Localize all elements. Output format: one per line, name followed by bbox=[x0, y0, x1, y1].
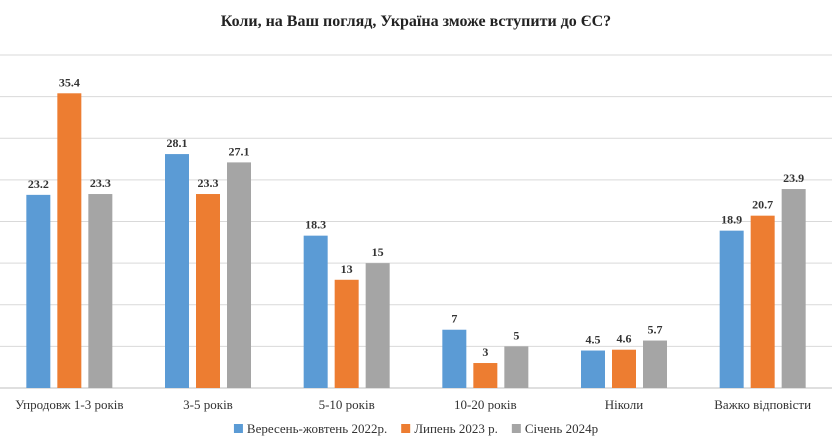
legend-item: Січень 2024р bbox=[511, 421, 598, 436]
bar bbox=[196, 194, 220, 388]
category-label: Упродовж 1-3 років bbox=[15, 397, 123, 412]
value-labels: 23.2 35.4 23.3 28.1 23.3 27.1 18.3 13 15 7 3 5 4.5 4.… bbox=[28, 75, 804, 359]
category-label: Важко відповісти bbox=[714, 397, 811, 412]
data-label: 23.9 bbox=[783, 171, 804, 185]
bar bbox=[88, 194, 113, 388]
legend-swatch bbox=[233, 424, 243, 433]
data-label: 3 bbox=[482, 345, 488, 359]
data-label: 18.3 bbox=[305, 218, 326, 232]
data-label: 27.1 bbox=[229, 144, 250, 158]
category-labels: Упродовж 1-3 років 3-5 років 5-10 років 10-… bbox=[15, 397, 811, 412]
gridlines bbox=[0, 54, 832, 389]
bar bbox=[504, 346, 529, 388]
bar bbox=[781, 189, 806, 388]
data-label: 23.2 bbox=[28, 177, 49, 191]
data-label: 5.7 bbox=[648, 323, 663, 337]
data-label: 18.9 bbox=[721, 213, 742, 227]
legend-label: Липень 2023 р. bbox=[414, 421, 498, 436]
legend-label: Вересень-жовтень 2022р. bbox=[247, 421, 387, 436]
legend-label: Січень 2024р bbox=[525, 421, 598, 436]
bar bbox=[750, 215, 775, 388]
bar bbox=[165, 154, 189, 388]
bar bbox=[442, 329, 467, 388]
data-label: 23.3 bbox=[198, 176, 219, 190]
legend: Вересень-жовтень 2022р. Липень 2023 р. Січ… bbox=[233, 421, 598, 436]
data-label: 20.7 bbox=[752, 198, 773, 212]
legend-swatch bbox=[401, 424, 411, 433]
data-label: 35.4 bbox=[59, 75, 80, 89]
data-label: 23.3 bbox=[90, 176, 111, 190]
category-label: Ніколи bbox=[605, 397, 643, 412]
data-label: 28.1 bbox=[167, 136, 188, 150]
bar bbox=[57, 93, 82, 389]
category-label: 10-20 років bbox=[454, 397, 517, 412]
category-label: 3-5 років bbox=[183, 397, 233, 412]
legend-item: Вересень-жовтень 2022р. bbox=[233, 421, 387, 436]
bar bbox=[643, 340, 667, 388]
legend-swatch bbox=[511, 424, 521, 433]
bars bbox=[26, 93, 806, 389]
bar bbox=[719, 230, 744, 388]
data-label: 5 bbox=[513, 328, 519, 342]
legend-item: Липень 2023 р. bbox=[401, 421, 498, 436]
data-label: 4.6 bbox=[617, 332, 632, 346]
bar bbox=[365, 263, 390, 388]
data-label: 13 bbox=[341, 262, 353, 276]
data-label: 15 bbox=[372, 245, 384, 259]
bar bbox=[473, 363, 498, 388]
bar bbox=[26, 194, 51, 388]
data-label: 7 bbox=[451, 312, 457, 326]
bar bbox=[303, 235, 328, 388]
bar bbox=[581, 350, 605, 388]
chart-title: Коли, на Ваш погляд, Україна зможе вступ… bbox=[221, 13, 611, 30]
bar bbox=[612, 349, 636, 388]
bar bbox=[334, 279, 359, 388]
bar bbox=[227, 162, 251, 388]
data-label: 4.5 bbox=[586, 333, 601, 347]
category-label: 5-10 років bbox=[319, 397, 375, 412]
